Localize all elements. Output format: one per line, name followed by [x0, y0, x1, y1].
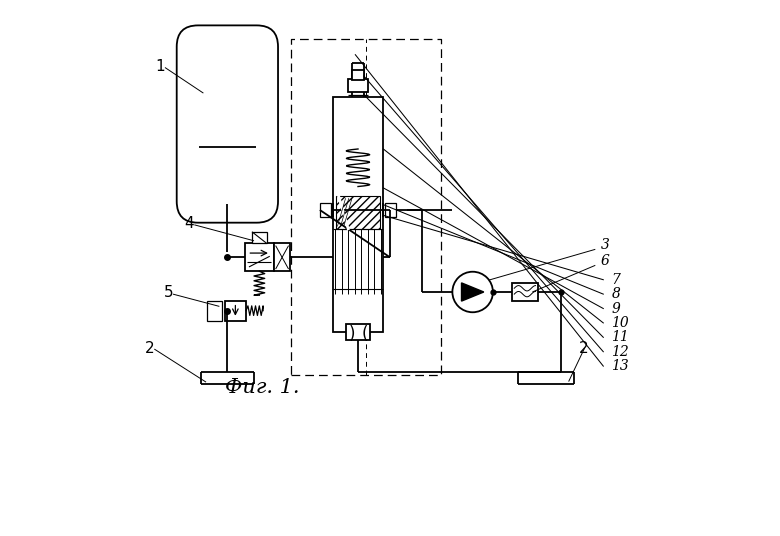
Bar: [336, 196, 380, 229]
Text: 4: 4: [185, 216, 194, 231]
FancyBboxPatch shape: [177, 25, 278, 222]
Text: 7: 7: [612, 273, 620, 287]
Text: 6: 6: [601, 255, 609, 269]
Bar: [333, 98, 383, 332]
Text: 10: 10: [612, 316, 629, 330]
Bar: [346, 324, 370, 340]
Bar: [207, 301, 222, 321]
Bar: [352, 70, 364, 80]
Text: 8: 8: [612, 287, 620, 301]
Polygon shape: [462, 283, 484, 301]
Bar: [274, 243, 290, 271]
Text: 5: 5: [163, 285, 173, 300]
Bar: [320, 203, 331, 217]
Text: 9: 9: [612, 302, 620, 316]
Text: 13: 13: [612, 359, 629, 373]
Bar: [245, 243, 274, 271]
Bar: [385, 203, 396, 217]
Text: ): ): [349, 325, 355, 343]
Text: 12: 12: [612, 345, 629, 359]
Text: 1: 1: [155, 59, 165, 74]
Text: Фиг. 1.: Фиг. 1.: [225, 378, 300, 398]
Text: 3: 3: [601, 239, 609, 252]
Bar: [348, 79, 368, 92]
Text: 2: 2: [145, 341, 154, 356]
Bar: [512, 284, 537, 301]
Text: 2: 2: [580, 341, 589, 356]
Bar: [225, 301, 246, 321]
Bar: [252, 232, 267, 243]
Text: 11: 11: [612, 330, 629, 344]
Circle shape: [452, 272, 493, 312]
Text: (: (: [361, 325, 367, 343]
